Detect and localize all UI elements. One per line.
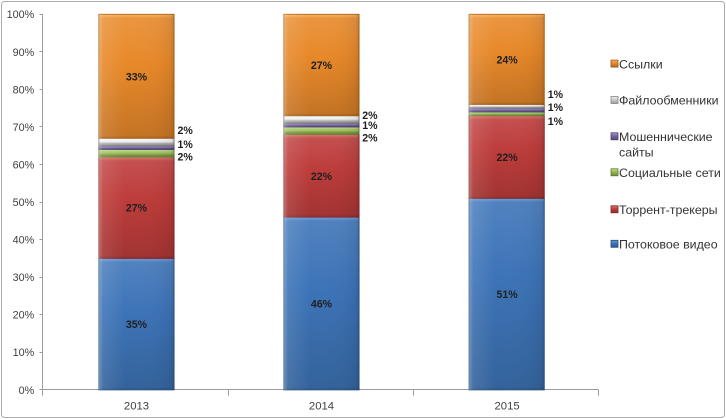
svg-text:2%: 2% — [362, 132, 378, 144]
svg-text:22%: 22% — [311, 171, 333, 183]
svg-text:2%: 2% — [178, 152, 194, 164]
svg-text:Мошеннические: Мошеннические — [619, 130, 713, 144]
svg-text:Файлообменники: Файлообменники — [619, 94, 719, 108]
svg-text:1%: 1% — [548, 116, 564, 128]
svg-text:1%: 1% — [178, 139, 194, 151]
svg-text:24%: 24% — [496, 54, 518, 66]
svg-text:2015: 2015 — [495, 400, 520, 412]
svg-text:1%: 1% — [362, 120, 378, 132]
svg-text:60%: 60% — [13, 159, 35, 171]
svg-text:70%: 70% — [13, 122, 35, 134]
svg-text:2014: 2014 — [309, 400, 334, 412]
svg-text:10%: 10% — [13, 347, 35, 359]
svg-text:1%: 1% — [548, 89, 564, 101]
svg-text:22%: 22% — [496, 152, 518, 164]
svg-text:сайты: сайты — [619, 145, 654, 159]
svg-text:27%: 27% — [126, 203, 148, 215]
svg-text:Социальные сети: Социальные сети — [619, 166, 721, 180]
svg-text:80%: 80% — [13, 84, 35, 96]
svg-text:Торрент-трекеры: Торрент-трекеры — [619, 203, 718, 217]
svg-text:30%: 30% — [13, 272, 35, 284]
svg-text:2%: 2% — [178, 125, 194, 137]
svg-text:35%: 35% — [126, 319, 148, 331]
svg-text:33%: 33% — [126, 71, 148, 83]
svg-text:51%: 51% — [496, 289, 518, 301]
svg-text:1%: 1% — [548, 102, 564, 114]
svg-text:20%: 20% — [13, 310, 35, 322]
svg-text:0%: 0% — [19, 385, 35, 397]
svg-text:100%: 100% — [7, 9, 35, 21]
svg-text:2%: 2% — [362, 110, 378, 122]
svg-text:27%: 27% — [311, 60, 333, 72]
svg-text:40%: 40% — [13, 235, 35, 247]
svg-text:50%: 50% — [13, 197, 35, 209]
svg-text:Ссылки: Ссылки — [619, 57, 663, 71]
svg-text:90%: 90% — [13, 47, 35, 59]
svg-text:2013: 2013 — [124, 400, 149, 412]
svg-text:46%: 46% — [311, 299, 333, 311]
svg-text:Потоковое видео: Потоковое видео — [619, 238, 718, 252]
